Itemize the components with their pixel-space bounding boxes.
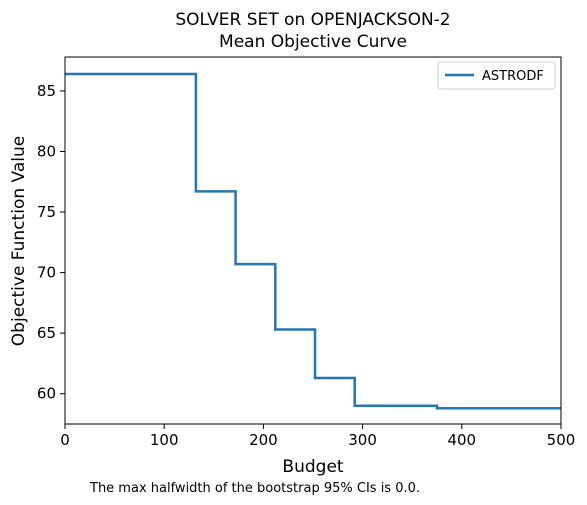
legend-label-astrodf: ASTRODF xyxy=(482,69,544,84)
y-tick-label: 60 xyxy=(37,385,56,403)
x-tick-label: 400 xyxy=(447,431,476,449)
x-tick-label: 0 xyxy=(60,431,70,449)
plot-area xyxy=(64,56,562,425)
y-tick-label: 75 xyxy=(37,203,56,221)
y-tick-label: 65 xyxy=(37,324,56,342)
y-axis-ticks: 60 65 70 75 80 85 xyxy=(37,82,65,403)
series-line-astrodf xyxy=(65,72,561,410)
y-tick-label: 70 xyxy=(37,264,56,282)
chart-title-line1: SOLVER SET on OPENJACKSON-2 xyxy=(175,10,450,30)
legend: ASTRODF xyxy=(437,61,556,90)
x-tick-label: 300 xyxy=(348,431,377,449)
plot-frame xyxy=(64,56,562,425)
x-tick-label: 200 xyxy=(249,431,278,449)
x-tick-label: 500 xyxy=(547,431,576,449)
x-tick-label: 100 xyxy=(150,431,179,449)
x-axis-label: Budget xyxy=(282,457,343,477)
x-axis-ticks: 0 100 200 300 400 500 xyxy=(60,424,575,449)
y-tick-label: 80 xyxy=(37,142,56,160)
chart-title-line2: Mean Objective Curve xyxy=(219,32,407,52)
footnote: The max halfwidth of the bootstrap 95% C… xyxy=(89,481,420,496)
series-layer xyxy=(65,72,561,410)
y-axis-label: Objective Function Value xyxy=(9,136,29,346)
y-tick-label: 85 xyxy=(37,82,56,100)
legend-box xyxy=(437,61,556,90)
